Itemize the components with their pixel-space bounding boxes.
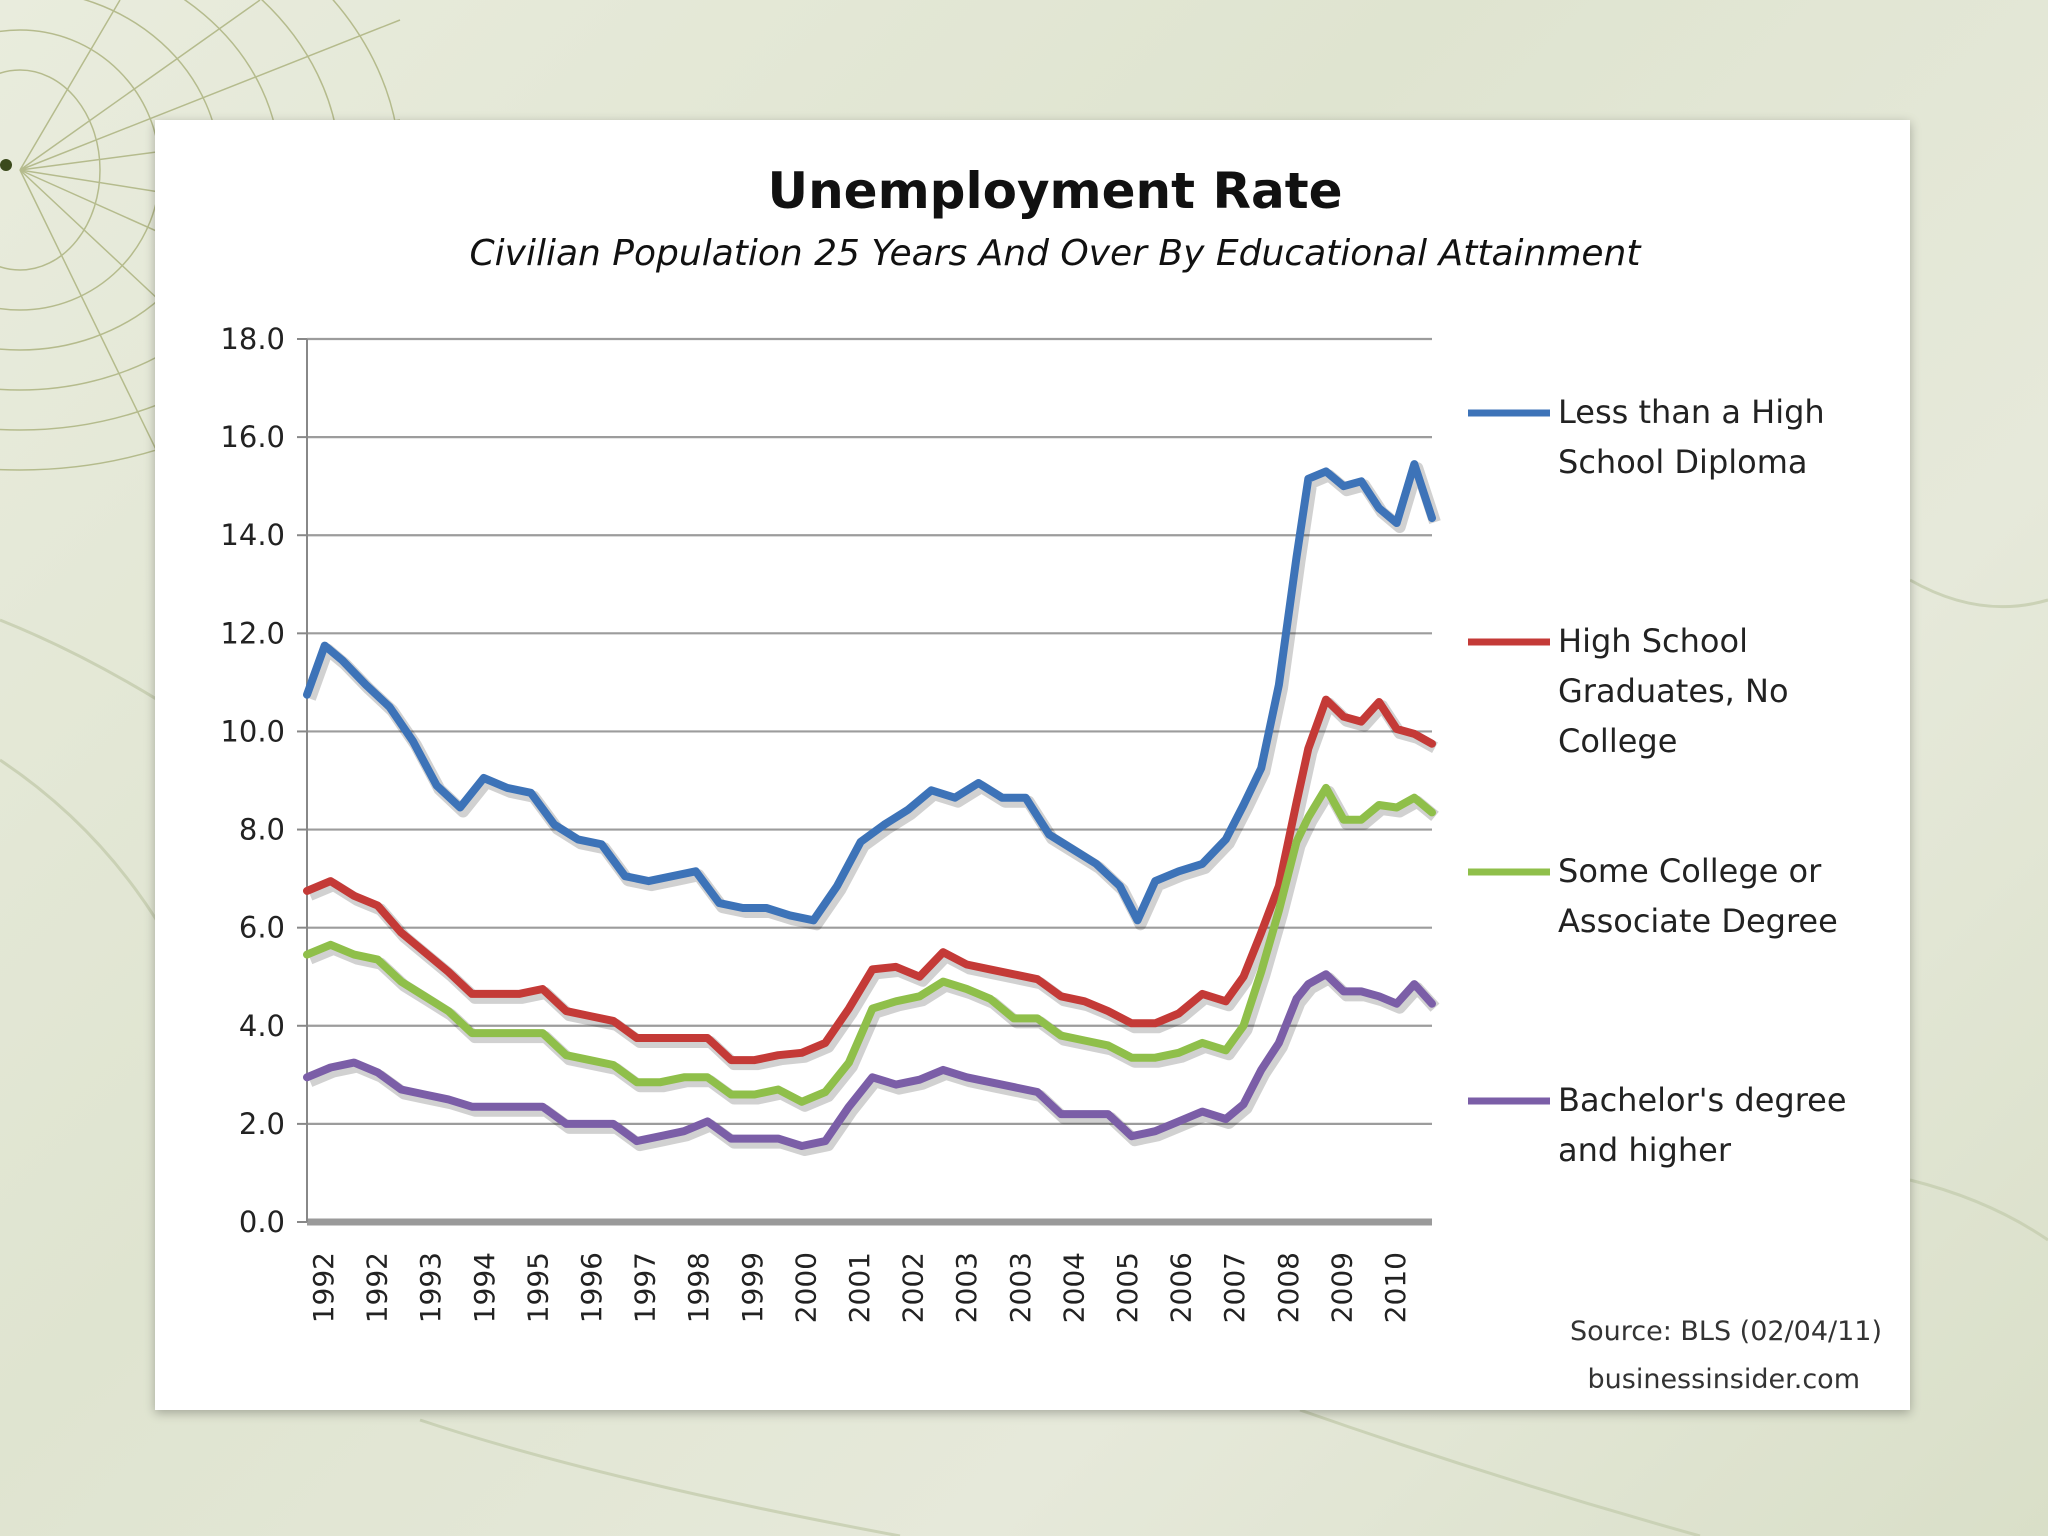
legend-label: Bachelor's degree [1558, 1081, 1847, 1119]
series-line [303, 783, 1436, 1106]
series-line [303, 695, 1436, 1065]
legend-label: Graduates, No [1558, 672, 1789, 710]
x-axis: 1992 1992 1993 1994 1995 1996 1997 1998 1999 2000… [307, 1252, 1412, 1323]
y-tick-label: 16.0 [220, 420, 285, 454]
y-tick-label: 10.0 [220, 714, 285, 748]
x-tick-label: 1992 [307, 1252, 340, 1323]
x-tick-label: 2007 [1218, 1252, 1251, 1323]
x-tick-label: 1996 [575, 1252, 608, 1323]
legend-label: Associate Degree [1558, 902, 1838, 940]
legend: Less than a High School Diploma High Schoo… [1468, 393, 1847, 1169]
chart-subtitle: Civilian Population 25 Years And Over By… [470, 233, 1643, 274]
source-line: Source: BLS (02/04/11) [1570, 1316, 1882, 1347]
y-axis: 0.0 2.0 4.0 6.0 8.0 10.0 12.0 14.0 16.0 18.0 [220, 322, 285, 1239]
y-tick-label: 12.0 [220, 616, 285, 650]
legend-label: Less than a High [1558, 393, 1825, 431]
legend-label: College [1558, 722, 1677, 760]
x-tick-label: 1992 [361, 1252, 394, 1323]
x-tick-label: 2009 [1325, 1252, 1358, 1323]
x-tick-label: 1995 [521, 1252, 554, 1323]
x-tick-label: 2005 [1111, 1252, 1144, 1323]
series-shadow [304, 462, 1441, 931]
legend-label: School Diploma [1558, 443, 1808, 481]
x-tick-label: 2000 [789, 1252, 822, 1323]
x-tick-label: 2008 [1272, 1252, 1305, 1323]
x-tick-label: 2003 [1004, 1252, 1037, 1323]
series-line [303, 970, 1436, 1150]
x-tick-label: 1993 [414, 1252, 447, 1323]
grid [297, 337, 1432, 1226]
x-tick-label: 1998 [682, 1252, 715, 1323]
series-lines [303, 460, 1441, 1156]
x-tick-label: 1999 [736, 1252, 769, 1323]
legend-label: High School [1558, 622, 1748, 660]
y-tick-label: 14.0 [220, 518, 285, 552]
chart-title: Unemployment Rate [767, 162, 1342, 220]
x-tick-label: 2003 [950, 1252, 983, 1323]
y-tick-label: 8.0 [239, 813, 285, 847]
y-tick-label: 18.0 [220, 322, 285, 356]
x-tick-label: 2001 [843, 1252, 876, 1323]
y-tick-label: 0.0 [239, 1205, 285, 1239]
y-tick-label: 2.0 [239, 1107, 285, 1141]
x-tick-label: 2010 [1379, 1252, 1412, 1323]
y-tick-label: 4.0 [239, 1009, 285, 1043]
chart-panel: Unemployment Rate Civilian Population 25… [155, 120, 1910, 1410]
source-line: businessinsider.com [1588, 1364, 1860, 1395]
x-tick-label: 1997 [629, 1252, 662, 1323]
x-tick-label: 2004 [1057, 1252, 1090, 1323]
chart: Unemployment Rate Civilian Population 25… [220, 162, 1882, 1395]
x-tick-label: 1994 [468, 1252, 501, 1323]
x-tick-label: 2006 [1165, 1252, 1198, 1323]
series-line [303, 460, 1436, 925]
y-tick-label: 6.0 [239, 911, 285, 945]
source-note: Source: BLS (02/04/11) businessinsider.c… [1570, 1316, 1882, 1395]
legend-label: Some College or [1558, 852, 1822, 890]
legend-label: and higher [1558, 1131, 1732, 1169]
x-tick-label: 2002 [897, 1252, 930, 1323]
